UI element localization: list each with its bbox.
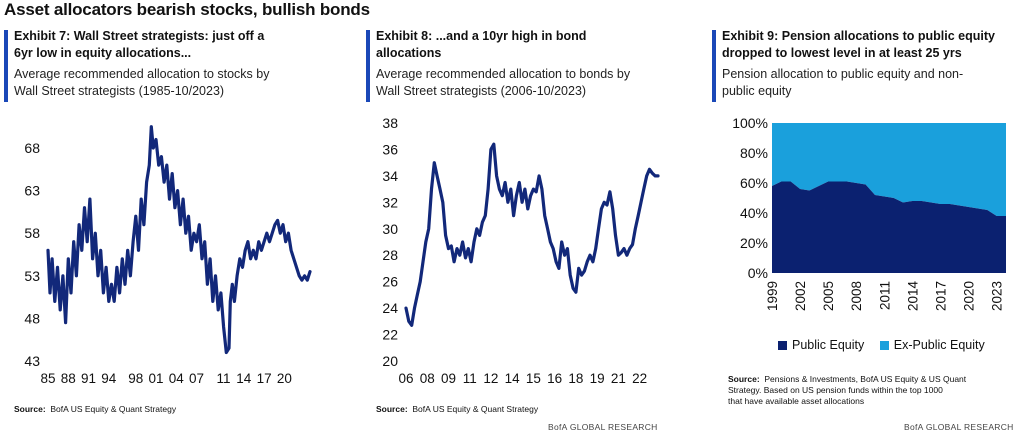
exhibit-8-accent-bar: [366, 30, 370, 102]
x-tick-label: 2011: [877, 281, 892, 310]
legend-label-public-equity: Public Equity: [792, 338, 865, 352]
exhibit-7-accent-bar: [4, 30, 8, 102]
y-tick-label: 68: [24, 140, 40, 156]
y-tick-label: 24: [382, 300, 398, 316]
x-tick-label: 19: [590, 371, 605, 386]
x-tick-label: 2020: [962, 281, 977, 311]
x-tick-label: 85: [40, 371, 55, 386]
x-tick-label: 2023: [990, 281, 1005, 311]
page-title: Asset allocators bearish stocks, bullish…: [4, 0, 370, 19]
exhibit-9-accent-bar: [712, 30, 716, 102]
x-tick-label: 11: [463, 371, 477, 386]
x-tick-label: 16: [547, 371, 562, 386]
x-tick-label: 07: [189, 371, 204, 386]
exhibit-7-subtitle: Average recommended allocation to stocks…: [14, 67, 270, 98]
exhibit-8-panel: Exhibit 8: ...and a 10yr high in bond al…: [366, 24, 696, 434]
x-tick-label: 01: [149, 371, 164, 386]
x-tick-label: 88: [61, 371, 76, 386]
exhibit-9-chart: 0% 20% 40% 60% 80% 100% 1999 2002 2005 2008 2011 20…: [732, 115, 1006, 312]
y-tick-label: 32: [382, 194, 398, 210]
x-tick-label: 08: [420, 371, 435, 386]
y-tick-label: 40%: [740, 205, 768, 221]
y-tick-label: 80%: [740, 145, 768, 161]
y-tick-label: 38: [382, 115, 398, 131]
x-tick-label: 06: [398, 371, 413, 386]
y-tick-label: 34: [382, 168, 398, 184]
x-tick-label: 2017: [933, 281, 948, 311]
y-tick-label: 30: [382, 221, 398, 237]
x-tick-label: 22: [632, 371, 647, 386]
exhibit-7-panel: Exhibit 7: Wall Street strategists: just…: [4, 24, 334, 434]
footer-center: BofA GLOBAL RESEARCH: [548, 422, 658, 432]
series-line: [404, 142, 660, 327]
x-tick-label: 2014: [905, 281, 920, 312]
x-tick-label: 20: [277, 371, 292, 386]
x-tick-label: 11: [217, 371, 231, 386]
legend-label-ex-public-equity: Ex-Public Equity: [893, 338, 985, 352]
legend-swatch-public-equity: [778, 341, 787, 351]
y-tick-label: 26: [382, 274, 398, 290]
exhibit-8-subtitle: Average recommended allocation to bonds …: [376, 67, 631, 98]
area-public-equity: [772, 181, 1006, 273]
legend-item-ex-public-equity: Ex-Public Equity: [879, 338, 985, 352]
exhibit-7-chart: 43 48 53 58 63 68 85 88 91 94 98 01 04 07 11 14 17 20: [24, 125, 312, 386]
x-tick-label: 04: [169, 371, 185, 386]
y-tick-label: 20%: [740, 235, 768, 251]
exhibit-8-chart: 20 22 24 26 28 30 32 34 36 38 06 08 09 11 12 14 15 16 18 19…: [382, 115, 660, 386]
x-tick-label: 09: [441, 371, 456, 386]
exhibit-7-title: Exhibit 7: Wall Street strategists: just…: [14, 29, 265, 60]
x-tick-label: 91: [81, 371, 96, 386]
x-tick-label: 12: [483, 371, 498, 386]
y-tick-label: 53: [24, 268, 40, 284]
x-tick-label: 2008: [849, 281, 864, 311]
y-tick-label: 63: [24, 183, 40, 199]
x-tick-label: 98: [128, 371, 143, 386]
exhibit-8-source: Source: BofA US Equity & Quant Strategy: [376, 404, 539, 414]
x-tick-label: 17: [257, 371, 272, 386]
x-tick-label: 2002: [793, 281, 808, 311]
y-tick-label: 22: [382, 327, 398, 343]
y-tick-label: 48: [24, 310, 40, 326]
y-tick-label: 20: [382, 353, 398, 369]
area-ex-public-equity: [772, 123, 1006, 216]
exhibit-9-source: Source: Pensions & Investments, BofA US …: [728, 374, 967, 406]
legend-item-public-equity: Public Equity: [778, 338, 868, 352]
x-tick-label: 15: [526, 371, 541, 386]
x-tick-label: 14: [505, 371, 521, 386]
exhibit-9-legend: Public Equity Ex-Public Equity: [778, 338, 985, 352]
x-tick-label: 1999: [765, 281, 780, 311]
y-tick-label: 36: [382, 141, 398, 157]
y-tick-label: 60%: [740, 175, 768, 191]
y-tick-label: 58: [24, 225, 40, 241]
y-tick-label: 0%: [748, 265, 768, 281]
y-tick-label: 28: [382, 247, 398, 263]
exhibit-7-source: Source: BofA US Equity & Quant Strategy: [14, 404, 177, 414]
y-tick-label: 100%: [732, 115, 768, 131]
exhibit-9-subtitle: Pension allocation to public equity and …: [722, 67, 964, 98]
legend-swatch-ex-public-equity: [879, 341, 889, 351]
x-tick-label: 21: [611, 371, 626, 386]
series-line: [46, 125, 312, 355]
exhibit-8-title: Exhibit 8: ...and a 10yr high in bond al…: [376, 29, 587, 60]
x-tick-label: 14: [236, 371, 252, 386]
x-tick-label: 18: [568, 371, 583, 386]
x-tick-label: 94: [101, 371, 117, 386]
footer-right: BofA GLOBAL RESEARCH: [904, 422, 1014, 432]
x-tick-label: 2005: [821, 281, 836, 311]
y-tick-label: 43: [24, 353, 40, 369]
exhibit-9-panel: Exhibit 9: Pension allocations to public…: [712, 24, 1022, 434]
exhibit-9-title: Exhibit 9: Pension allocations to public…: [722, 29, 995, 60]
